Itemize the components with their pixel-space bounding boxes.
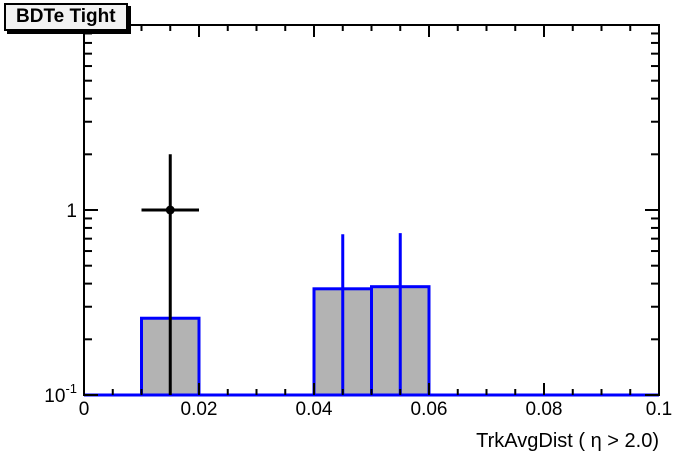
x-axis-title: TrkAvgDist ( η > 2.0) (476, 430, 659, 452)
y-tick-label: 10-1 (44, 381, 77, 407)
x-tick-label: 0 (79, 399, 90, 420)
y-tick-label: 1 (66, 201, 77, 222)
x-tick-label: 0.04 (296, 399, 333, 420)
data-point-marker (165, 205, 175, 215)
title-box: BDTe Tight (4, 3, 128, 31)
x-tick-label: 0.02 (181, 399, 218, 420)
x-tick-label: 0.06 (411, 399, 448, 420)
title-text: BDTe Tight (16, 6, 116, 27)
x-tick-label: 0.1 (646, 399, 672, 420)
x-tick-label: 0.08 (526, 399, 563, 420)
